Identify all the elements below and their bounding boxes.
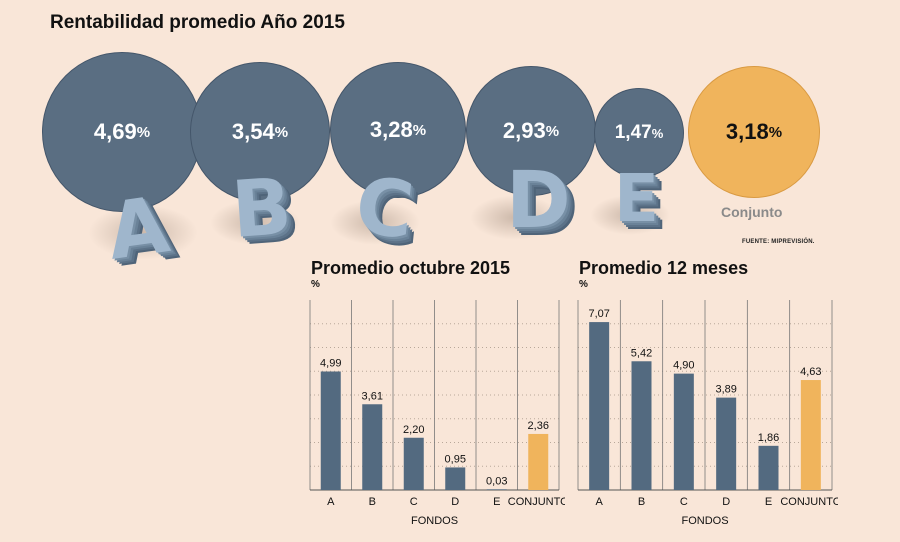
- letter-b-icon: B: [228, 162, 295, 256]
- bar-a: [320, 371, 341, 490]
- letter-e-icon: E: [614, 160, 660, 237]
- x-tick-label: A: [327, 496, 335, 508]
- chart-title-12-meses: Promedio 12 meses: [579, 258, 749, 278]
- x-tick-label: C: [410, 496, 418, 508]
- letter-shadow: [590, 195, 670, 235]
- x-tick-label: E: [765, 496, 772, 508]
- bar-chart-12-meses: 7,07 A 5,42 B 4,90 C 3,89 D 1,86 E 4,63 CONJUNTO FON…: [577, 300, 842, 527]
- bar-b: [362, 404, 383, 490]
- bar-conjunto: [528, 433, 549, 490]
- x-tick-label: B: [369, 496, 376, 508]
- letter-shadow: [330, 200, 420, 245]
- bubble-value: 2,93: [502, 118, 546, 143]
- letter-shadow: [210, 200, 300, 245]
- bar-b: [631, 361, 652, 490]
- x-axis-label: FONDOS: [411, 515, 458, 527]
- bubble-unit: %: [274, 123, 289, 141]
- bar-conjunto: [800, 380, 821, 490]
- bar-value-label: 1,86: [758, 432, 779, 444]
- chart-title-octubre: Promedio octubre 2015: [311, 258, 511, 278]
- bubble-fund-c: 3,28%: [330, 62, 466, 198]
- bar-d: [445, 467, 466, 490]
- chart-unit-12-meses: %: [579, 279, 588, 290]
- x-tick-label: B: [638, 496, 645, 508]
- x-tick-label: C: [680, 496, 688, 508]
- letter-shadow: [88, 205, 198, 260]
- letter-d-icon: D: [506, 156, 571, 246]
- bar-value-label: 4,90: [673, 360, 694, 372]
- bubble-value: 3,18: [725, 119, 769, 144]
- bar-value-label: 3,89: [715, 384, 736, 396]
- source-note: FUENTE: MIPREVISIÓN.: [742, 239, 815, 245]
- bar-d: [716, 397, 737, 490]
- letter-a-icon: A: [102, 180, 175, 278]
- x-tick-label: E: [493, 496, 500, 508]
- bar-value-label: 0,95: [445, 453, 466, 465]
- bubble-fund-b: 3,54%: [190, 62, 330, 202]
- x-tick-label: D: [451, 496, 459, 508]
- bubble-value: 3,28: [369, 117, 413, 142]
- letter-shadow: [470, 195, 560, 240]
- bubble-unit: %: [412, 121, 427, 139]
- conjunto-label: Conjunto: [721, 204, 783, 220]
- bubble-value: 1,47: [614, 122, 652, 143]
- bar-value-label: 4,99: [320, 357, 341, 369]
- bubble-fund-d: 2,93%: [466, 66, 596, 196]
- bubble-conjunto: 3,18%: [688, 66, 820, 198]
- bubble-unit: %: [545, 122, 560, 140]
- bubble-value: 4,69: [93, 119, 137, 144]
- bubble-fund-a: 4,69%: [42, 52, 202, 212]
- x-tick-label: A: [595, 496, 603, 508]
- x-axis-label: FONDOS: [681, 515, 728, 527]
- bar-value-label: 4,63: [800, 366, 821, 378]
- bar-value-label: 7,07: [588, 308, 609, 320]
- bar-a: [589, 322, 610, 490]
- bar-value-label: 2,20: [403, 424, 424, 436]
- bubble-value: 3,54: [231, 119, 275, 144]
- chart-unit-octubre: %: [311, 279, 320, 290]
- bar-c: [673, 373, 694, 490]
- page-title: Rentabilidad promedio Año 2015: [50, 12, 345, 33]
- bubble-unit: %: [768, 123, 783, 141]
- x-tick-label: CONJUNTO: [780, 496, 838, 508]
- bar-value-label: 5,42: [631, 347, 652, 359]
- bubble-unit: %: [136, 123, 151, 141]
- bar-value-label: 3,61: [362, 390, 383, 402]
- bar-e: [486, 489, 507, 490]
- x-tick-label: CONJUNTO: [508, 496, 565, 508]
- bar-c: [403, 437, 424, 490]
- bar-chart-octubre: 4,99 A 3,61 B 2,20 C 0,95 D 0,03 E 2,36 CONJUNTO FON…: [309, 300, 569, 527]
- letter-c-icon: C: [351, 161, 418, 257]
- bar-value-label: 0,03: [486, 475, 507, 487]
- x-tick-label: D: [722, 496, 730, 508]
- bubble-unit: %: [651, 125, 664, 141]
- bar-e: [758, 445, 779, 490]
- bar-value-label: 2,36: [528, 420, 549, 432]
- bubble-fund-e: 1,47%: [594, 88, 684, 178]
